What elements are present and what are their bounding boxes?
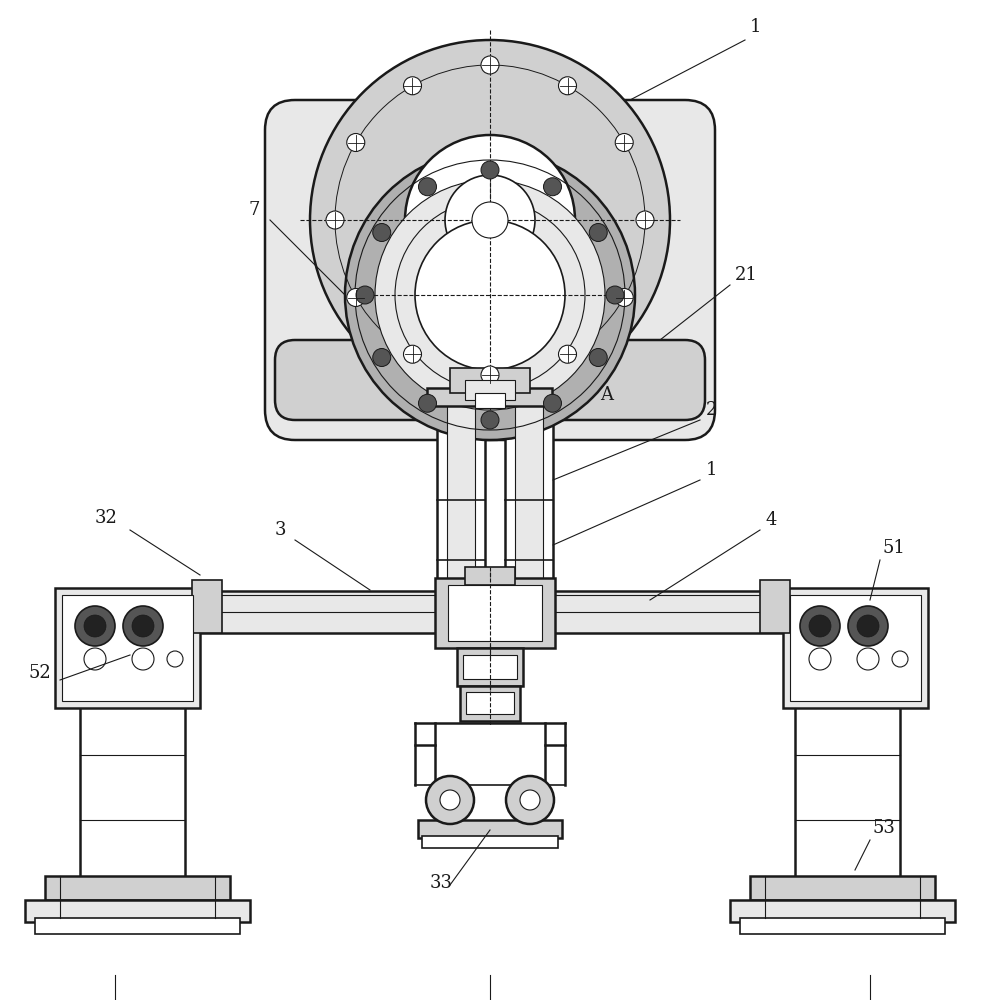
Bar (35, 918, 240, 934)
Bar (45, 876, 230, 900)
Circle shape (419, 394, 436, 412)
Text: 52: 52 (28, 664, 51, 682)
Text: 33: 33 (430, 874, 453, 892)
Circle shape (481, 161, 499, 179)
Circle shape (892, 651, 908, 667)
Circle shape (544, 394, 561, 412)
Bar (62, 595, 193, 701)
Circle shape (589, 224, 607, 241)
Circle shape (615, 288, 633, 306)
Text: 21: 21 (735, 266, 758, 284)
Circle shape (481, 411, 499, 429)
Bar (505, 395, 553, 605)
Circle shape (356, 286, 374, 304)
Circle shape (84, 615, 106, 637)
Circle shape (506, 776, 554, 824)
Bar (105, 591, 437, 633)
Text: 2: 2 (706, 401, 718, 419)
Circle shape (848, 606, 888, 646)
Circle shape (326, 211, 344, 229)
Circle shape (347, 133, 365, 151)
Bar (463, 655, 517, 679)
Circle shape (426, 776, 474, 824)
Bar (760, 580, 790, 633)
Circle shape (589, 349, 607, 366)
Text: 3: 3 (275, 521, 286, 539)
Circle shape (132, 615, 154, 637)
Bar (465, 567, 515, 585)
Circle shape (544, 178, 561, 196)
Bar (80, 705, 185, 880)
Circle shape (809, 648, 831, 670)
Circle shape (375, 180, 605, 410)
Circle shape (373, 349, 391, 366)
Bar (437, 395, 485, 605)
Circle shape (373, 224, 391, 241)
Text: 53: 53 (872, 819, 895, 837)
FancyBboxPatch shape (265, 100, 715, 440)
Bar (460, 686, 520, 721)
Circle shape (481, 366, 499, 384)
Circle shape (445, 175, 535, 265)
Bar (475, 393, 505, 408)
Bar (783, 588, 928, 708)
Circle shape (558, 77, 576, 95)
Text: 51: 51 (882, 539, 905, 557)
Bar (750, 876, 935, 900)
Circle shape (419, 178, 436, 196)
Text: 1: 1 (750, 18, 762, 36)
Bar (448, 585, 542, 641)
Circle shape (405, 135, 575, 305)
Bar (548, 591, 878, 633)
Circle shape (75, 606, 115, 646)
Circle shape (636, 211, 654, 229)
Text: 7: 7 (248, 201, 260, 219)
Bar (447, 395, 475, 605)
Circle shape (345, 150, 635, 440)
Bar (740, 918, 945, 934)
Circle shape (809, 615, 831, 637)
Bar (730, 900, 955, 922)
Circle shape (857, 648, 879, 670)
Bar (457, 648, 523, 686)
Circle shape (84, 648, 106, 670)
Bar (25, 900, 250, 922)
Bar (466, 692, 514, 714)
Circle shape (481, 56, 499, 74)
Circle shape (403, 345, 422, 363)
Bar (427, 388, 552, 406)
Circle shape (310, 40, 670, 400)
Text: 32: 32 (95, 509, 118, 527)
FancyBboxPatch shape (275, 340, 705, 420)
Circle shape (167, 651, 183, 667)
Circle shape (347, 288, 365, 306)
Bar (450, 368, 530, 393)
Circle shape (440, 790, 460, 810)
Bar (465, 380, 515, 400)
Circle shape (403, 77, 422, 95)
Circle shape (123, 606, 163, 646)
Circle shape (857, 615, 879, 637)
Circle shape (558, 345, 576, 363)
Bar (515, 395, 543, 605)
Circle shape (520, 790, 540, 810)
Circle shape (615, 133, 633, 151)
Bar (435, 578, 555, 648)
Bar (55, 588, 200, 708)
Bar (192, 580, 222, 633)
Bar (418, 820, 562, 838)
Circle shape (606, 286, 624, 304)
Bar (790, 595, 921, 701)
Circle shape (415, 220, 565, 370)
Text: 4: 4 (765, 511, 777, 529)
Bar (422, 836, 558, 848)
Circle shape (800, 606, 840, 646)
Text: 1: 1 (706, 461, 718, 479)
Text: A: A (600, 386, 613, 404)
Circle shape (472, 202, 508, 238)
Circle shape (132, 648, 154, 670)
Bar (795, 705, 900, 880)
